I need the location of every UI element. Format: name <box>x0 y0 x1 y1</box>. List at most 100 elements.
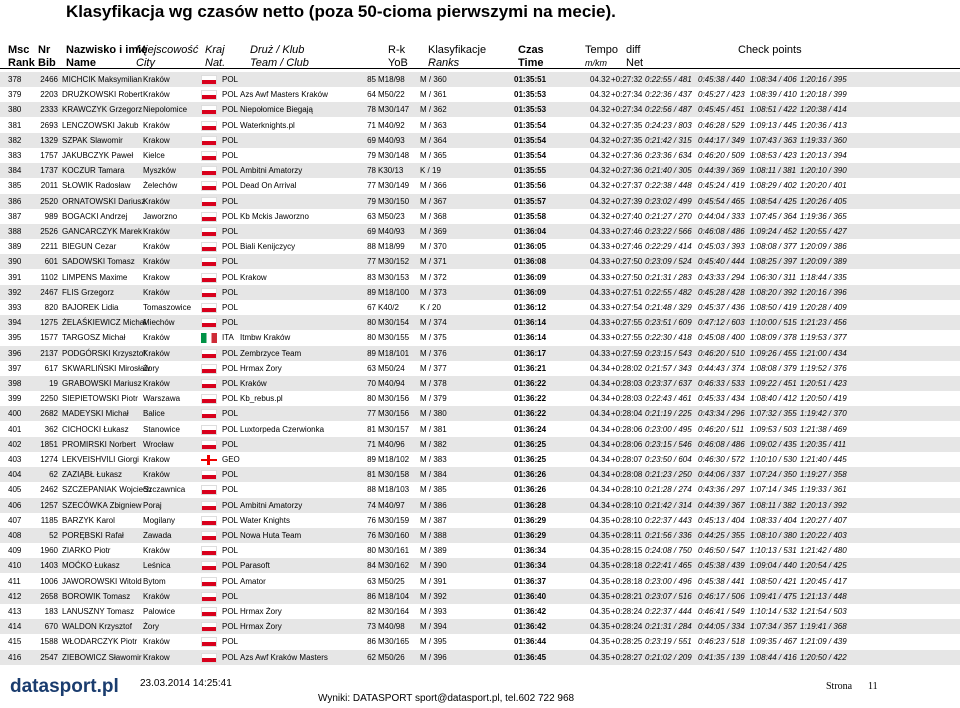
checkpoint: 1:07:43 / 363 <box>750 135 797 145</box>
rank: 383 <box>8 151 22 160</box>
yob: 83 <box>367 272 376 282</box>
category: M18/99 <box>378 242 405 252</box>
checkpoint: 1:20:28 / 409 <box>800 303 847 312</box>
name: LENCZOWSKI Jakub <box>62 120 139 130</box>
checkpoint: 1:19:41 / 368 <box>800 622 847 632</box>
nat: POL <box>222 622 239 632</box>
tempo: 04.34 <box>590 439 611 449</box>
tempo: 04.34 <box>590 455 611 464</box>
checkpoint: 0:23:51 / 609 <box>645 318 692 328</box>
column-header: City <box>136 57 155 69</box>
rank: 405 <box>8 485 22 495</box>
ranks: M / 381 <box>420 424 447 434</box>
checkpoint: 0:22:38 / 448 <box>645 181 692 191</box>
nat: POL <box>222 637 239 647</box>
checkpoint: 1:10:13 / 531 <box>750 546 797 556</box>
city: Stanowice <box>143 424 180 434</box>
city: Żelechów <box>143 181 178 191</box>
time: 01:36:14 <box>514 318 547 328</box>
yob: 71 <box>367 439 376 449</box>
team: Kb Mckis Jaworzno <box>240 211 309 221</box>
city: Zawada <box>143 531 172 540</box>
checkpoint: 1:20:27 / 407 <box>800 515 847 525</box>
column-header: Name <box>66 57 96 69</box>
checkpoint: 0:44:43 / 374 <box>698 363 745 373</box>
tempo: 04.32 <box>590 90 611 100</box>
rank: 410 <box>8 561 22 571</box>
city: Żory <box>143 622 159 632</box>
diff: +0:28:06 <box>611 424 643 434</box>
ranks: M / 378 <box>420 379 447 388</box>
checkpoint: 0:21:19 / 225 <box>645 409 692 419</box>
checkpoint: 1:20:13 / 392 <box>800 500 847 510</box>
checkpoint: 0:44:39 / 369 <box>698 166 745 176</box>
flag <box>201 455 217 465</box>
category: M18/98 <box>378 75 405 84</box>
flag <box>201 379 217 389</box>
nat: POL <box>222 90 239 100</box>
nat: POL <box>222 561 239 571</box>
diff: +0:28:07 <box>611 455 643 464</box>
bib: 1757 <box>40 151 58 160</box>
checkpoint: 1:08:51 / 422 <box>750 105 797 115</box>
time: 01:36:40 <box>514 591 547 601</box>
time: 01:36:34 <box>514 561 547 571</box>
table-row: 402 1851 PROMIRSKI Norbert Wrocław POL 71 M40/… <box>0 436 960 452</box>
diff: +0:28:10 <box>611 500 643 510</box>
table-row: 389 2211 BIEGUN Cezar Kraków POL Biali Kenijc… <box>0 239 960 254</box>
checkpoint: 0:23:09 / 524 <box>645 257 692 267</box>
city: Kielce <box>143 151 165 160</box>
checkpoint: 1:09:22 / 451 <box>750 379 797 388</box>
column-header: m/km <box>585 58 607 68</box>
checkpoint: 1:08:08 / 379 <box>750 363 797 373</box>
ranks: M / 366 <box>420 181 447 191</box>
diff: +0:27:40 <box>611 211 643 221</box>
bib: 670 <box>44 622 58 632</box>
rank: 380 <box>8 105 22 115</box>
diff: +0:28:06 <box>611 439 643 449</box>
column-header: Team / Club <box>250 57 309 69</box>
city: Kraków <box>143 75 170 84</box>
yob: 79 <box>367 196 376 206</box>
city: Kraków <box>143 470 170 480</box>
yob: 78 <box>367 105 376 115</box>
diff: +0:27:51 <box>611 287 643 297</box>
checkpoint: 1:20:10 / 390 <box>800 166 847 176</box>
diff: +0:27:39 <box>611 196 643 206</box>
checkpoint: 1:09:53 / 503 <box>750 424 797 434</box>
team: Amator <box>240 576 266 586</box>
team: Nowa Huta Team <box>240 531 302 540</box>
nat: POL <box>222 485 239 495</box>
time: 01:36:05 <box>514 242 547 252</box>
table-row: 378 2466 MICHCIK Maksymilian Kraków POL 85 M18… <box>0 72 960 87</box>
flag <box>201 607 217 617</box>
checkpoint: 0:46:41 / 549 <box>698 607 745 616</box>
checkpoint: 0:21:48 / 329 <box>645 303 692 312</box>
bib: 2250 <box>40 394 58 404</box>
category: M50/26 <box>378 652 405 662</box>
team: Itmbw Kraków <box>240 333 291 343</box>
ranks: M / 364 <box>420 135 447 145</box>
category: M30/164 <box>378 607 410 616</box>
ranks: M / 389 <box>420 546 447 556</box>
rank: 414 <box>8 622 22 632</box>
name: PORĘBSKI Rafał <box>62 531 124 540</box>
name: LIMPENS Maxime <box>62 272 128 282</box>
rank: 401 <box>8 424 22 434</box>
checkpoint: 0:23:22 / 566 <box>645 227 692 236</box>
checkpoint: 1:20:54 / 425 <box>800 561 847 571</box>
table-row: 383 1757 JAKUBCZYK Paweł Kielce POL 79 M30/148… <box>0 148 960 163</box>
checkpoint: 1:19:33 / 361 <box>800 485 847 495</box>
name: SKWARLIŃSKI Mirosław <box>62 363 151 373</box>
diff: +0:28:24 <box>611 607 643 616</box>
checkpoint: 0:46:28 / 529 <box>698 120 745 130</box>
checkpoint: 1:19:53 / 377 <box>800 333 847 343</box>
rank: 394 <box>8 318 22 328</box>
rank: 382 <box>8 135 22 145</box>
checkpoint: 1:09:35 / 467 <box>750 637 797 647</box>
flag <box>201 90 217 101</box>
name: ŻELAŚKIEWICZ Michał <box>62 318 147 328</box>
table-row: 392 2467 FLIS Grzegorz Kraków POL 89 M18/100 M … <box>0 284 960 300</box>
checkpoint: 1:19:33 / 360 <box>800 135 847 145</box>
checkpoint: 0:22:30 / 418 <box>645 333 692 343</box>
